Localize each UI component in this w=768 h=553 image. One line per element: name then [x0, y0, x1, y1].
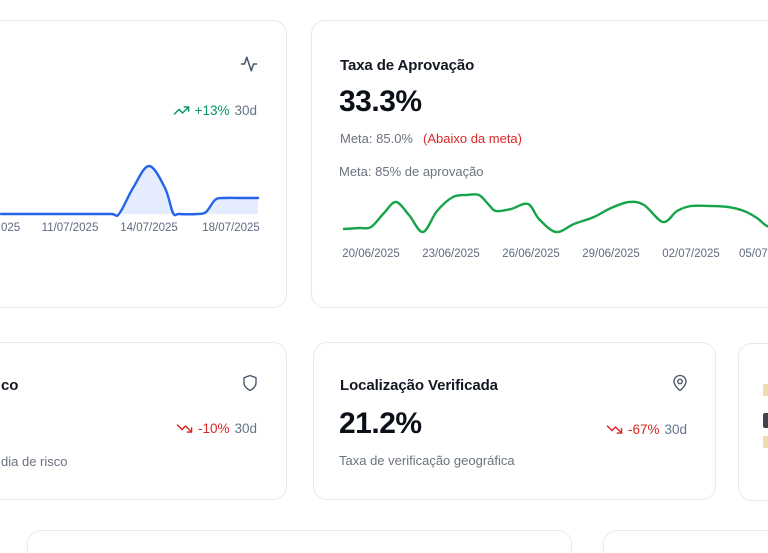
- x-axis-label: 23/06/2025: [422, 248, 480, 260]
- x-axis-label: 26/06/2025: [502, 248, 560, 260]
- x-axis-label: 29/06/2025: [582, 248, 640, 260]
- trending-down-icon: [176, 424, 193, 433]
- metric-card-bottom-right: [603, 530, 768, 553]
- card-title-fragment: co: [1, 377, 19, 394]
- map-pin-icon: [671, 374, 689, 392]
- trend-indicator: -67% 30d: [606, 421, 687, 438]
- x-axis-label: 02/07/2025: [662, 248, 720, 260]
- metric-value: 21.2%: [339, 407, 422, 440]
- card-title: Localização Verificada: [340, 377, 498, 394]
- metric-card-bottom-left: [27, 530, 572, 553]
- meta-target: Meta: 85.0%: [340, 131, 413, 146]
- trend-indicator: +13% 30d: [173, 102, 257, 119]
- meta-note: Meta: 85% de aprovação: [339, 164, 484, 179]
- clipped-content-fragment: [763, 436, 768, 448]
- clipped-content-fragment: [763, 413, 768, 428]
- x-axis-label: 05/07: [739, 248, 768, 260]
- trend-period: 30d: [234, 421, 257, 436]
- metric-card-location: Localização Verificada 21.2% -67% 30d Ta…: [313, 342, 716, 500]
- trend-value: +13%: [194, 103, 230, 118]
- clipped-content-fragment: [763, 384, 768, 396]
- trending-down-icon: [606, 425, 623, 434]
- trend-period: 30d: [664, 422, 687, 437]
- metric-card-approval-rate: Taxa de Aprovação 33.3% Meta: 85.0% (Aba…: [311, 20, 768, 308]
- x-axis-label: 11/07/2025: [41, 222, 99, 234]
- meta-alert: (Abaixo da meta): [423, 131, 522, 146]
- shield-icon: [241, 374, 259, 392]
- trend-period: 30d: [234, 103, 257, 118]
- metric-value: 33.3%: [339, 85, 422, 118]
- x-axis-label: 025: [1, 222, 21, 234]
- x-axis-label: 18/07/2025: [202, 222, 260, 234]
- card-subtitle-fragment: dia de risco: [1, 454, 68, 469]
- metric-card-risk: co -10% 30d dia de risco: [0, 342, 287, 500]
- card-subtitle: Taxa de verificação geográfica: [339, 453, 515, 468]
- metric-card-volume: +13% 30d 025 11/07/2025 14/07/2025 18/07…: [0, 20, 287, 308]
- trending-up-icon: [173, 106, 189, 115]
- meta-status-row: Meta: 85.0% (Abaixo da meta): [340, 131, 522, 146]
- card-title: Taxa de Aprovação: [340, 57, 475, 74]
- metric-card-partial-right: [738, 343, 768, 501]
- trend-value: -10%: [197, 421, 230, 436]
- x-axis-label: 20/06/2025: [342, 248, 400, 260]
- x-axis-label: 14/07/2025: [120, 222, 178, 234]
- trend-value: -67%: [627, 422, 660, 437]
- trend-indicator: -10% 30d: [176, 420, 257, 437]
- approval-sparkline-chart: [342, 192, 768, 234]
- volume-sparkline-chart: [0, 164, 260, 218]
- activity-icon: [240, 55, 258, 73]
